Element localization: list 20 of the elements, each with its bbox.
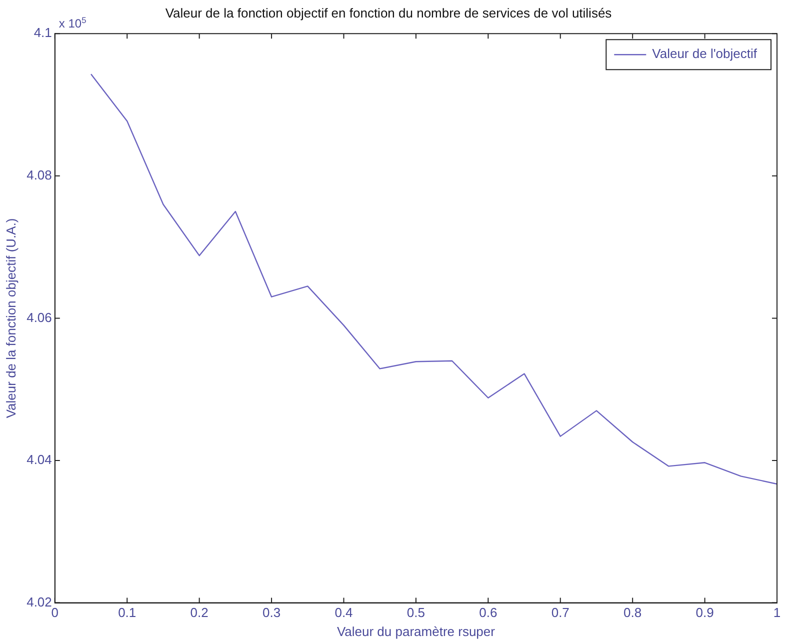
x-tick-label: 0.1 bbox=[118, 605, 136, 620]
x-tick-label: 0.9 bbox=[696, 605, 714, 620]
legend-label: Valeur de l'objectif bbox=[652, 46, 758, 62]
x-tick-label: 0.3 bbox=[262, 605, 281, 620]
chart-title: Valeur de la fonction objectif en fonction du nombre de services de vol utilisés bbox=[165, 5, 612, 20]
x-tick-label: 0.2 bbox=[190, 605, 208, 620]
x-tick-label: 0 bbox=[51, 605, 59, 620]
y-tick-label: 4.06 bbox=[26, 310, 52, 325]
x-tick-label: 0.8 bbox=[624, 605, 642, 620]
x-tick-label: 0.4 bbox=[334, 605, 353, 620]
y-tick-label: 4.08 bbox=[26, 167, 52, 182]
y-tick-label: 4.04 bbox=[26, 452, 52, 468]
y-tick-label: 4.02 bbox=[26, 594, 52, 610]
x-tick-label: 0.7 bbox=[551, 605, 570, 620]
x-axis-title: Valeur du paramètre rsuper bbox=[336, 624, 496, 639]
x-tick-label: 1 bbox=[773, 605, 781, 620]
y-tick-label: 4.1 bbox=[34, 25, 52, 40]
x-tick-label: 0.6 bbox=[479, 605, 498, 620]
y-axis-title: Valeur de la fonction objectif (U.A.) bbox=[3, 218, 18, 418]
x-tick-label: 0.5 bbox=[406, 605, 425, 620]
